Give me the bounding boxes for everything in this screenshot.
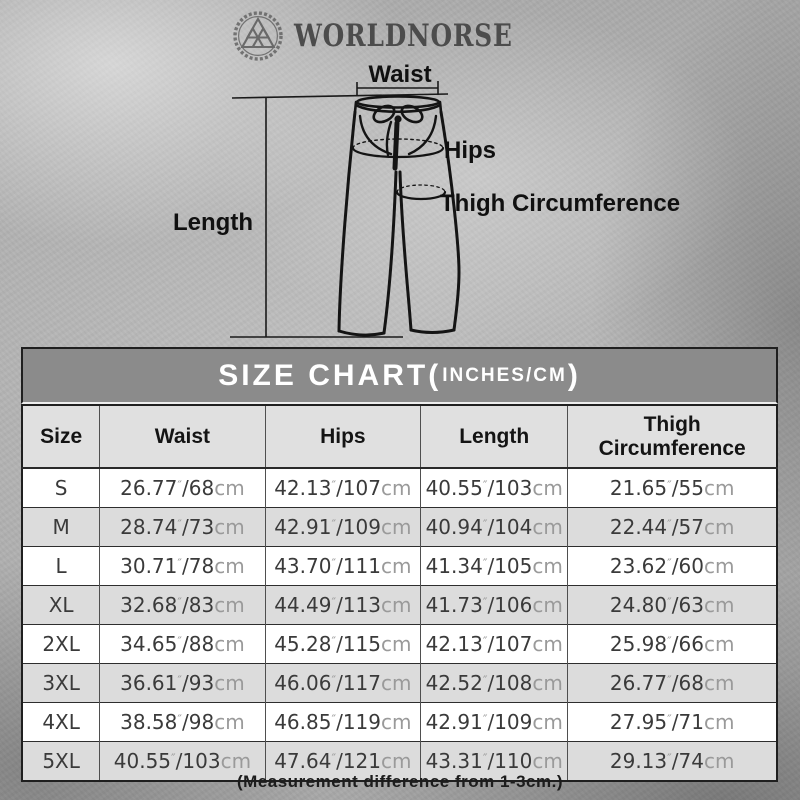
size-cell: M bbox=[22, 507, 100, 547]
size-cell: S bbox=[22, 467, 100, 508]
waist-value-cell: 30.71″/78cm bbox=[99, 546, 266, 586]
table-row: L 30.71″/78cm 43.70″/111cm 41.34″/105cm 23.6… bbox=[22, 546, 777, 586]
length-value-cell: 43.31″/110cm bbox=[420, 741, 568, 781]
size-cell: 4XL bbox=[22, 702, 100, 742]
size-table-body: S 26.77″/68cm 42.13″/107cm 40.55″/103cm 21.6… bbox=[22, 467, 777, 781]
thigh-value-cell: 27.95″/71cm bbox=[567, 702, 777, 742]
measurement-footnote: (Measurement difference from 1-3cm.) bbox=[237, 772, 563, 791]
length-value-cell: 40.94″/104cm bbox=[420, 507, 568, 547]
column-header-hips: Hips bbox=[264, 405, 421, 469]
hips-label: Hips bbox=[444, 137, 496, 164]
pants-outline bbox=[337, 95, 461, 337]
table-row: 2XL 34.65″/88cm 45.28″/115cm 42.13″/107cm 25… bbox=[22, 624, 777, 664]
thigh-value-cell: 21.65″/55cm bbox=[567, 467, 777, 508]
thigh-value-cell: 22.44″/57cm bbox=[567, 507, 777, 547]
waist-value-cell: 28.74″/73cm bbox=[99, 507, 266, 547]
size-chart-title-main: SIZE CHART( bbox=[218, 358, 442, 392]
thigh-value-cell: 24.80″/63cm bbox=[567, 585, 777, 625]
length-value-cell: 41.34″/105cm bbox=[420, 546, 568, 586]
column-header-size: Size bbox=[22, 405, 100, 469]
column-header-length: Length bbox=[420, 405, 568, 469]
valknut-ring-icon bbox=[233, 11, 283, 61]
column-header-thigh: Thigh Circumference bbox=[567, 405, 777, 469]
size-chart-title-close: ) bbox=[567, 358, 581, 392]
table-row: 4XL 38.58″/98cm 46.85″/119cm 42.91″/109cm 27… bbox=[22, 702, 777, 742]
size-cell: XL bbox=[22, 585, 100, 625]
length-label: Length bbox=[173, 209, 253, 236]
waist-value-cell: 26.77″/68cm bbox=[99, 467, 266, 508]
size-cell: 2XL bbox=[22, 624, 100, 664]
thigh-value-cell: 23.62″/60cm bbox=[567, 546, 777, 586]
size-cell: 5XL bbox=[22, 741, 100, 781]
size-cell: L bbox=[22, 546, 100, 586]
hips-value-cell: 42.13″/107cm bbox=[264, 467, 421, 508]
size-chart-title: SIZE CHART(INCHES/CM) bbox=[21, 347, 778, 404]
column-header-waist: Waist bbox=[99, 405, 266, 469]
size-table-header-row: Size Waist Hips Length Thigh Circumferen… bbox=[22, 405, 777, 469]
table-row: 5XL 40.55″/103cm 47.64″/121cm 43.31″/110cm 2… bbox=[22, 741, 777, 781]
size-table: Size Waist Hips Length Thigh Circumferen… bbox=[21, 404, 778, 782]
hips-value-cell: 45.28″/115cm bbox=[264, 624, 421, 664]
brand-name: WORLDNORSE bbox=[294, 18, 514, 54]
hips-value-cell: 43.70″/111cm bbox=[264, 546, 421, 586]
thigh-value-cell: 29.13″/74cm bbox=[567, 741, 777, 781]
length-value-cell: 42.13″/107cm bbox=[420, 624, 568, 664]
table-row: S 26.77″/68cm 42.13″/107cm 40.55″/103cm 21.6… bbox=[22, 467, 777, 508]
size-cell: 3XL bbox=[22, 663, 100, 703]
waist-value-cell: 36.61″/93cm bbox=[99, 663, 266, 703]
waist-label: Waist bbox=[368, 61, 431, 88]
hips-value-cell: 47.64″/121cm bbox=[264, 741, 421, 781]
length-value-cell: 42.91″/109cm bbox=[420, 702, 568, 742]
waist-value-cell: 38.58″/98cm bbox=[99, 702, 266, 742]
hips-value-cell: 46.85″/119cm bbox=[264, 702, 421, 742]
length-value-cell: 40.55″/103cm bbox=[420, 467, 568, 508]
size-chart-title-units: INCHES/CM bbox=[442, 364, 567, 386]
measurement-lines bbox=[230, 81, 449, 338]
waist-value-cell: 32.68″/83cm bbox=[99, 585, 266, 625]
waist-value-cell: 34.65″/88cm bbox=[99, 624, 266, 664]
table-row: 3XL 36.61″/93cm 46.06″/117cm 42.52″/108cm 26… bbox=[22, 663, 777, 703]
hips-value-cell: 46.06″/117cm bbox=[264, 663, 421, 703]
length-value-cell: 42.52″/108cm bbox=[420, 663, 568, 703]
brand-header: WORLDNORSE bbox=[0, 8, 800, 64]
hips-value-cell: 44.49″/113cm bbox=[264, 585, 421, 625]
pants-measurement-diagram: Waist Hips Thigh Circumference Length bbox=[173, 61, 680, 338]
waist-value-cell: 40.55″/103cm bbox=[99, 741, 266, 781]
size-chart: SIZE CHART(INCHES/CM) Size Waist Hips Le… bbox=[21, 347, 778, 782]
table-row: M 28.74″/73cm 42.91″/109cm 40.94″/104cm 22.4… bbox=[22, 507, 777, 547]
hips-value-cell: 42.91″/109cm bbox=[264, 507, 421, 547]
thigh-value-cell: 26.77″/68cm bbox=[567, 663, 777, 703]
table-row: XL 32.68″/83cm 44.49″/113cm 41.73″/106cm 24.… bbox=[22, 585, 777, 625]
thigh-circumference-label: Thigh Circumference bbox=[440, 190, 680, 217]
length-value-cell: 41.73″/106cm bbox=[420, 585, 568, 625]
thigh-value-cell: 25.98″/66cm bbox=[567, 624, 777, 664]
